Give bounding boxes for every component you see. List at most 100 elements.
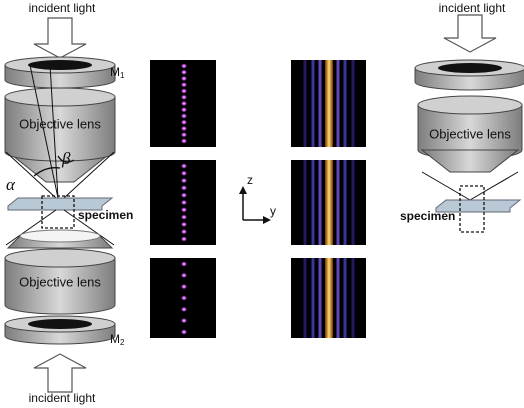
stripe (318, 258, 322, 338)
stripe (336, 258, 340, 338)
label-specimen: specimen (78, 208, 133, 222)
psf-dot (180, 192, 188, 199)
angle-arc (57, 155, 75, 163)
psf-dot (180, 170, 188, 177)
light-ray (49, 64, 59, 199)
focus-box (41, 195, 75, 229)
psf-dot (180, 221, 188, 228)
stripe-core (325, 258, 333, 338)
stripe (311, 258, 315, 338)
psf-dot (180, 75, 188, 82)
psf-dot (180, 306, 188, 313)
axis-head (263, 216, 271, 224)
stripe (351, 258, 355, 338)
light-ray (5, 151, 57, 199)
psf-dot (180, 329, 188, 335)
psf-dot (180, 106, 188, 113)
psf-dot (180, 228, 188, 235)
psf-dot (180, 199, 188, 206)
psf-dot (180, 81, 188, 88)
psf-dot (180, 119, 188, 126)
specimen-slide (7, 197, 114, 211)
stripe (303, 160, 307, 245)
focus-box (459, 185, 485, 233)
mirror-sub: 1 (120, 71, 125, 80)
stripe (303, 60, 307, 147)
objective-lens-top (417, 95, 523, 115)
light-ray (63, 151, 115, 199)
psf-dot (180, 69, 188, 76)
light-ray (469, 171, 519, 201)
psf-dot (180, 317, 188, 324)
mirror-hole (28, 60, 92, 70)
light-ray (29, 64, 59, 199)
axis-label-y: y (270, 204, 276, 218)
label-alpha: α (6, 175, 16, 194)
psf-dot (180, 177, 188, 184)
psf-dot (180, 113, 188, 119)
label-mirror: M1 (110, 65, 125, 80)
psf-dot (180, 272, 188, 279)
label-objective-lens: Objective lens (19, 116, 101, 131)
label-specimen: specimen (400, 209, 455, 223)
label-objective-lens: Objective lens (19, 274, 101, 289)
mirror-letter: M (110, 332, 120, 346)
stripe (311, 160, 315, 245)
stripe-core (325, 60, 333, 147)
shapes (4, 14, 524, 393)
psf-dot (180, 88, 188, 94)
stripe (318, 160, 322, 245)
psf-dot (180, 295, 188, 301)
stripe (336, 60, 340, 147)
label-objective-lens: Objective lens (429, 126, 511, 141)
mirror-sub: 2 (120, 338, 125, 347)
psf-dot (180, 125, 188, 132)
stripe (303, 258, 307, 338)
light-arrow (443, 14, 497, 53)
mirror-letter: M (110, 65, 120, 79)
label-incident-light: incident light (439, 1, 506, 15)
psf-dot (180, 131, 188, 138)
objective-lens-top (4, 87, 116, 107)
objective-lens-top (4, 248, 116, 268)
mirror-hole (438, 63, 502, 73)
stripe (336, 160, 340, 245)
angle-arc (33, 167, 61, 177)
stripe-core (325, 160, 333, 245)
stripe (318, 60, 322, 147)
psf-dot (180, 163, 188, 169)
stripe (343, 60, 347, 147)
objective-lens (4, 257, 116, 315)
label-mirror: M2 (110, 332, 125, 347)
light-ray (63, 209, 115, 246)
axis-label-z: z (247, 173, 253, 187)
light-arrow (33, 353, 87, 393)
psf-dot (180, 94, 188, 101)
light-ray (5, 209, 57, 246)
stripe (351, 160, 355, 245)
light-arrow (33, 17, 87, 59)
lens-face (19, 229, 101, 243)
stripe (343, 160, 347, 245)
psf-dot (180, 283, 188, 290)
light-ray (421, 171, 471, 201)
psf-dot (180, 184, 188, 191)
mirror-hole (28, 319, 92, 329)
stripe (311, 60, 315, 147)
stripe (351, 60, 355, 147)
axis-head (239, 186, 247, 194)
psf-dot (180, 206, 188, 213)
specimen-slide (435, 199, 522, 213)
psf-dot (180, 261, 188, 267)
label-incident-light: incident light (29, 1, 96, 15)
psf-dot (180, 100, 188, 107)
psf-dot (180, 63, 188, 69)
psf-dot (180, 236, 188, 242)
stripe (343, 258, 347, 338)
objective-cone (420, 149, 520, 173)
psf-dot (180, 214, 188, 221)
label-incident-light: incident light (29, 391, 96, 405)
label-beta: β (61, 149, 71, 168)
psf-dot (180, 138, 188, 144)
